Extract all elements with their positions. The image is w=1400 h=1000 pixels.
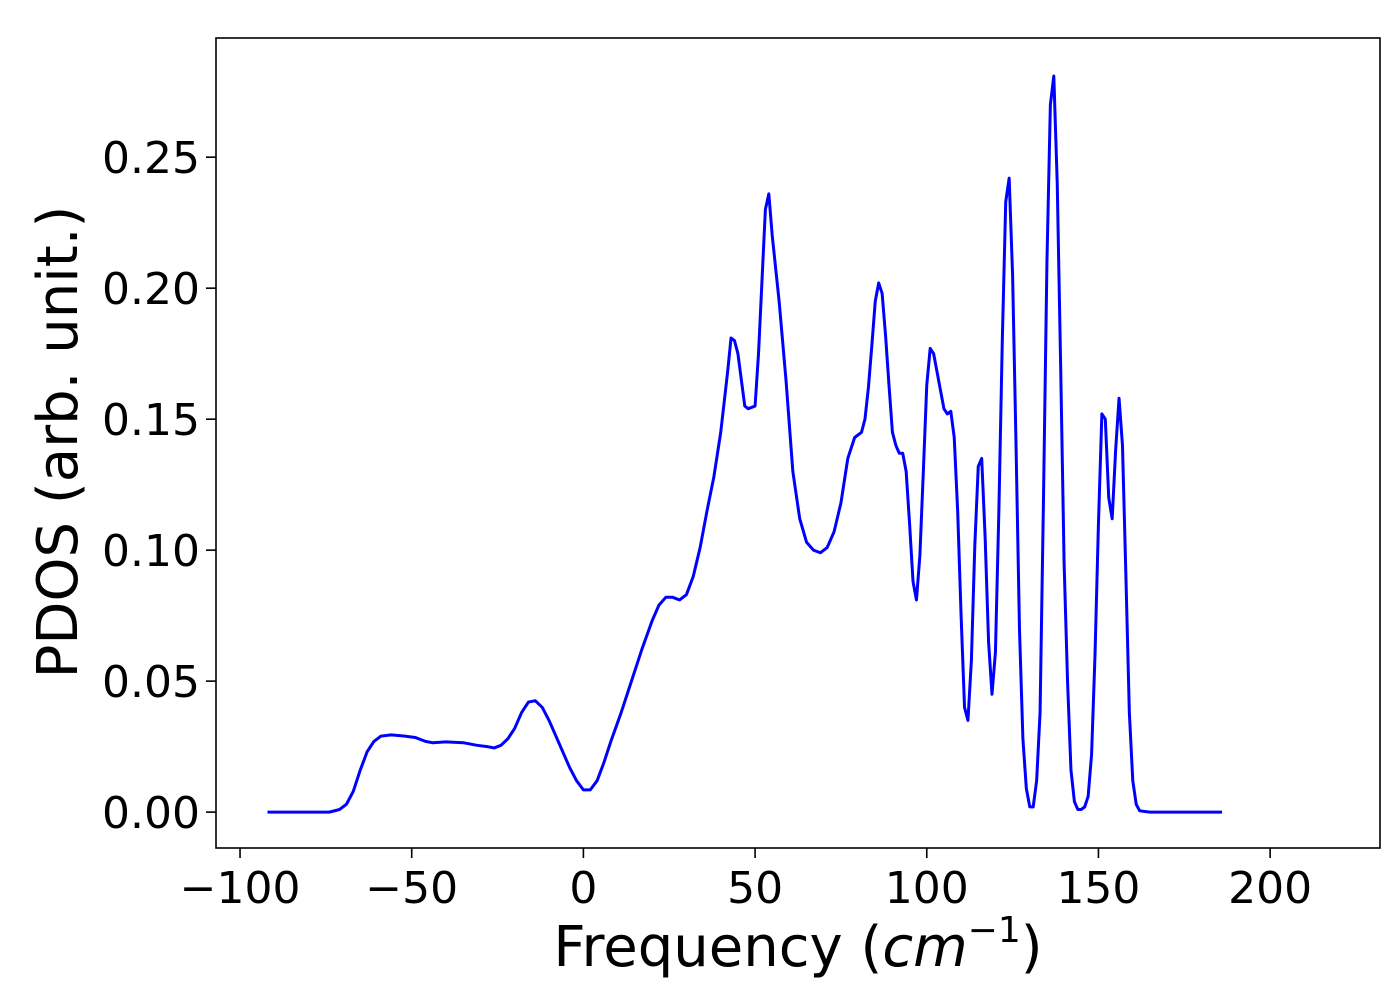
x-tick-label: 150 (1056, 863, 1140, 914)
x-tick-label: −100 (180, 863, 301, 914)
x-axis-label-unit: cm (882, 915, 967, 980)
x-tick-label: 100 (885, 863, 969, 914)
x-axis-label: Frequency (cm−1) (553, 910, 1042, 980)
y-tick-label: 0.05 (102, 657, 200, 708)
series-layer (267, 74, 1223, 814)
plot-area-frame (215, 37, 1381, 849)
y-axis: 0.00 0.05 0.10 0.15 0.20 0.25 (102, 133, 216, 839)
y-tick-label: 0.15 (102, 395, 200, 446)
y-tick-label: 0.25 (102, 133, 200, 184)
y-tick-label: 0.00 (102, 788, 200, 839)
x-axis-label-text: Frequency ( (553, 915, 882, 980)
x-axis: −100 −50 0 50 100 150 200 (180, 848, 1312, 914)
x-tick-label: 0 (569, 863, 597, 914)
x-tick-label: −50 (365, 863, 458, 914)
y-tick-label: 0.20 (102, 264, 200, 315)
x-tick-label: 200 (1228, 863, 1312, 914)
y-axis-label: PDOS (arb. unit.) (26, 206, 91, 679)
x-axis-label-exponent: −1 (968, 910, 1021, 951)
y-tick-label: 0.10 (102, 526, 200, 577)
x-tick-label: 50 (727, 863, 783, 914)
series-line-0 (267, 74, 1223, 814)
x-axis-label-suffix: ) (1021, 915, 1043, 980)
